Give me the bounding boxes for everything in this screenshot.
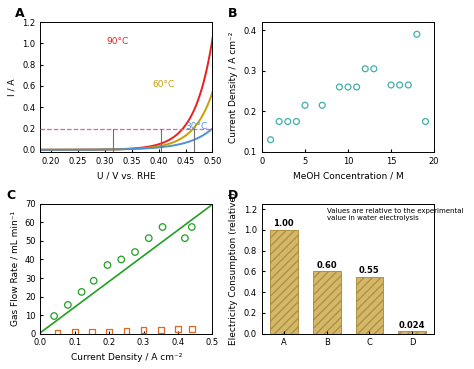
Point — [159, 224, 166, 230]
Point — [50, 313, 58, 319]
Point — [275, 118, 283, 124]
Point — [88, 329, 96, 335]
Text: C: C — [6, 189, 15, 201]
Point — [105, 328, 113, 334]
Point — [319, 102, 326, 108]
Point — [413, 31, 420, 37]
Point — [284, 118, 292, 124]
Y-axis label: Gas Flow Rate / mL min⁻¹: Gas Flow Rate / mL min⁻¹ — [10, 211, 19, 326]
Bar — [313, 271, 340, 334]
Point — [71, 329, 79, 335]
Point — [422, 118, 429, 124]
X-axis label: Current Density / A cm⁻²: Current Density / A cm⁻² — [71, 353, 182, 362]
Text: 1.00: 1.00 — [273, 219, 294, 228]
Text: 0.55: 0.55 — [359, 266, 380, 275]
Point — [90, 278, 98, 284]
Point — [131, 249, 139, 255]
Y-axis label: I / A: I / A — [8, 78, 17, 96]
Point — [396, 82, 403, 88]
Text: 0.024: 0.024 — [399, 321, 426, 330]
Y-axis label: Electricity Consumption (relative): Electricity Consumption (relative) — [229, 192, 238, 345]
Point — [404, 82, 412, 88]
Point — [336, 84, 343, 90]
Point — [174, 326, 182, 332]
Text: B: B — [228, 7, 237, 20]
Point — [123, 328, 130, 334]
Point — [370, 66, 378, 72]
Point — [104, 262, 111, 268]
Bar — [398, 331, 426, 334]
Y-axis label: Current Density / A cm⁻²: Current Density / A cm⁻² — [229, 31, 238, 143]
Text: 0.60: 0.60 — [316, 261, 337, 270]
Point — [181, 235, 189, 241]
Text: A: A — [15, 7, 24, 20]
Point — [145, 235, 153, 241]
Bar — [270, 230, 298, 334]
Point — [64, 302, 72, 308]
Point — [292, 118, 300, 124]
Point — [353, 84, 360, 90]
Point — [78, 289, 85, 295]
Point — [344, 84, 352, 90]
Bar — [356, 276, 383, 334]
Point — [267, 137, 274, 143]
Point — [362, 66, 369, 72]
Text: 60°C: 60°C — [152, 80, 174, 89]
X-axis label: U / V vs. RHE: U / V vs. RHE — [97, 171, 155, 180]
Point — [301, 102, 309, 108]
Text: 30°C: 30°C — [185, 121, 207, 131]
Point — [54, 330, 61, 336]
Text: Values are relative to the experimental
value in water electrolysis: Values are relative to the experimental … — [328, 208, 464, 221]
Point — [118, 256, 125, 262]
Point — [188, 326, 196, 332]
Point — [188, 224, 196, 230]
Text: D: D — [228, 189, 238, 201]
Text: 90°C: 90°C — [107, 37, 129, 46]
X-axis label: MeOH Concentration / M: MeOH Concentration / M — [292, 171, 403, 180]
Point — [387, 82, 395, 88]
Point — [157, 327, 164, 333]
Point — [140, 327, 147, 333]
